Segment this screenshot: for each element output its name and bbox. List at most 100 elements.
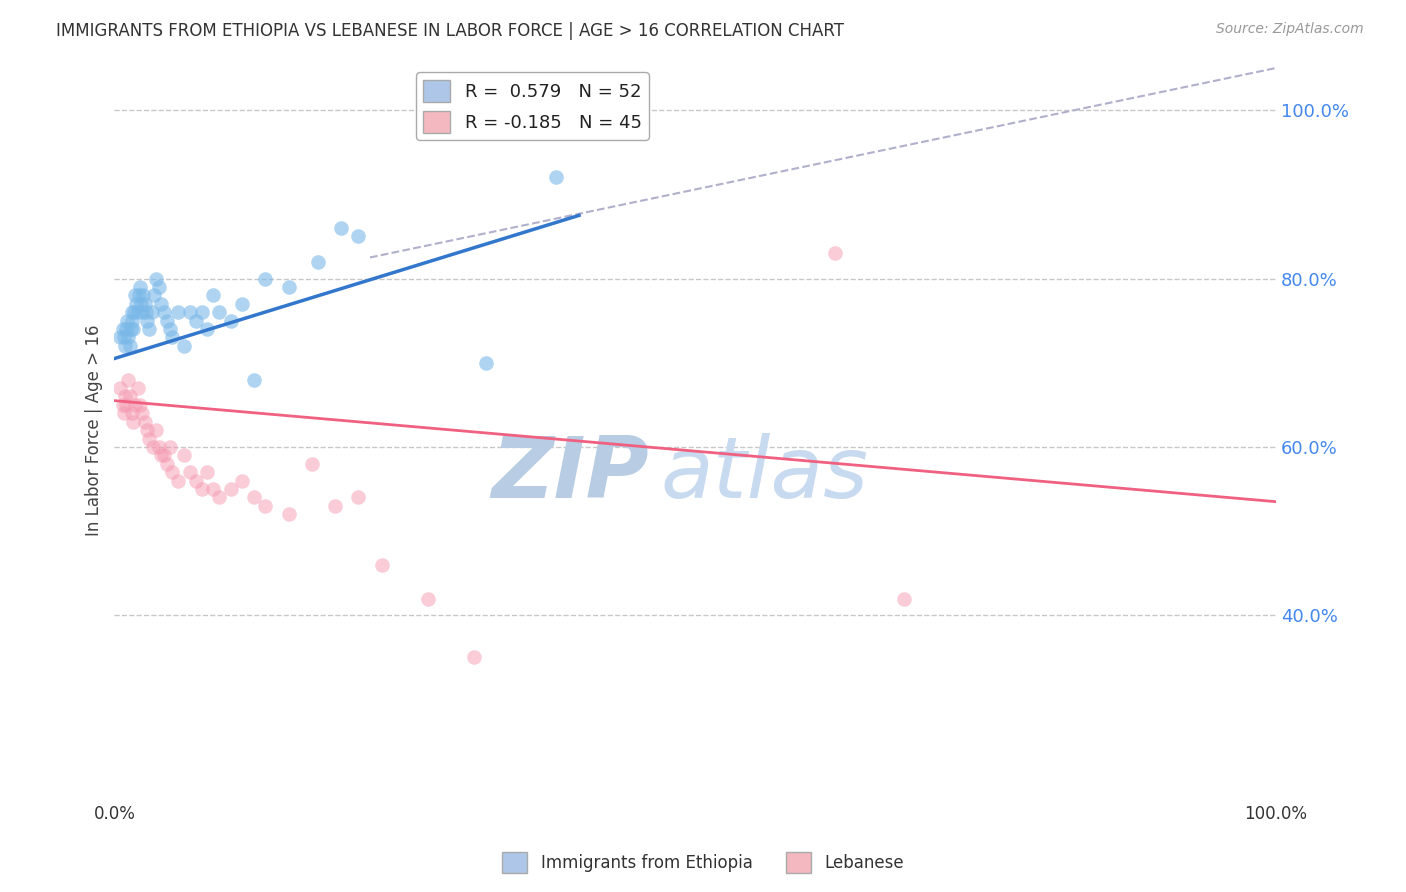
Point: [111, 398, 134, 412]
Point: [134, 297, 156, 311]
Point: [134, 415, 156, 429]
Point: [120, 322, 142, 336]
Point: [347, 491, 370, 505]
Point: [202, 482, 225, 496]
Point: [190, 482, 212, 496]
Point: [179, 465, 201, 479]
Point: [127, 381, 149, 395]
Point: [136, 423, 159, 437]
Point: [243, 373, 266, 387]
Point: [167, 474, 190, 488]
Point: [112, 330, 135, 344]
Point: [135, 305, 157, 319]
Point: [129, 398, 152, 412]
Point: [145, 423, 167, 437]
Point: [127, 305, 149, 319]
Legend: R =  0.579   N = 52, R = -0.185   N = 45: R = 0.579 N = 52, R = -0.185 N = 45: [416, 72, 650, 140]
Point: [231, 297, 253, 311]
Point: [824, 246, 846, 260]
Point: [301, 457, 323, 471]
Point: [117, 373, 139, 387]
Point: [167, 305, 190, 319]
Point: [124, 288, 146, 302]
Point: [254, 271, 277, 285]
Point: [184, 474, 207, 488]
Point: [131, 406, 153, 420]
Point: [128, 288, 150, 302]
Point: [131, 305, 153, 319]
Point: [125, 297, 148, 311]
Point: [111, 322, 134, 336]
Point: [893, 591, 915, 606]
Text: IMMIGRANTS FROM ETHIOPIA VS LEBANESE IN LABOR FORCE | AGE > 16 CORRELATION CHART: IMMIGRANTS FROM ETHIOPIA VS LEBANESE IN …: [56, 22, 844, 40]
Point: [115, 322, 138, 336]
Point: [277, 280, 299, 294]
Point: [138, 432, 160, 446]
Point: [114, 339, 136, 353]
Point: [219, 313, 242, 327]
Point: [159, 440, 181, 454]
Point: [190, 305, 212, 319]
Point: [124, 398, 146, 412]
Point: [195, 465, 218, 479]
Point: [129, 280, 152, 294]
Point: [277, 508, 299, 522]
Point: [159, 322, 181, 336]
Text: atlas: atlas: [661, 434, 869, 516]
Point: [121, 305, 143, 319]
Point: [416, 591, 439, 606]
Point: [153, 305, 176, 319]
Point: [148, 280, 170, 294]
Legend: Immigrants from Ethiopia, Lebanese: Immigrants from Ethiopia, Lebanese: [495, 846, 911, 880]
Point: [173, 449, 195, 463]
Point: [544, 170, 567, 185]
Point: [243, 491, 266, 505]
Point: [142, 288, 165, 302]
Point: [114, 389, 136, 403]
Text: Source: ZipAtlas.com: Source: ZipAtlas.com: [1216, 22, 1364, 37]
Point: [112, 406, 135, 420]
Point: [141, 305, 163, 319]
Point: [307, 254, 329, 268]
Point: [463, 650, 485, 665]
Text: ZIP: ZIP: [491, 434, 648, 516]
Point: [132, 288, 155, 302]
Point: [184, 313, 207, 327]
Point: [219, 482, 242, 496]
Point: [179, 305, 201, 319]
Point: [118, 339, 141, 353]
Point: [475, 356, 498, 370]
Point: [162, 465, 184, 479]
Point: [231, 474, 253, 488]
Point: [149, 449, 172, 463]
Point: [115, 313, 138, 327]
Y-axis label: In Labor Force | Age > 16: In Labor Force | Age > 16: [86, 325, 103, 536]
Point: [254, 499, 277, 513]
Point: [156, 313, 179, 327]
Point: [129, 297, 152, 311]
Point: [121, 313, 143, 327]
Point: [149, 297, 172, 311]
Point: [173, 339, 195, 353]
Point: [110, 381, 132, 395]
Point: [148, 440, 170, 454]
Point: [156, 457, 179, 471]
Point: [347, 229, 370, 244]
Point: [115, 398, 138, 412]
Point: [122, 305, 145, 319]
Point: [142, 440, 165, 454]
Point: [122, 322, 145, 336]
Point: [162, 330, 184, 344]
Point: [202, 288, 225, 302]
Point: [110, 330, 132, 344]
Point: [329, 221, 352, 235]
Point: [195, 322, 218, 336]
Point: [117, 330, 139, 344]
Point: [208, 491, 231, 505]
Point: [153, 449, 176, 463]
Point: [208, 305, 231, 319]
Point: [138, 322, 160, 336]
Point: [121, 406, 143, 420]
Point: [122, 415, 145, 429]
Point: [370, 558, 392, 572]
